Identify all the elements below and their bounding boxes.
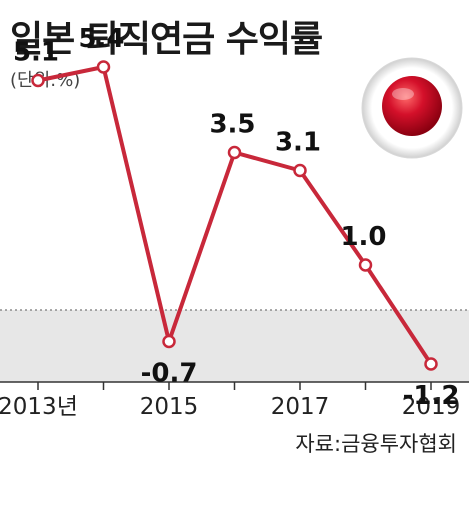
data-point-2018 <box>358 258 373 272</box>
value-label-2015: -0.7 <box>141 359 198 389</box>
x-tick-labels: 2013년 2015 2017 2019 <box>0 394 460 420</box>
data-point-2015 <box>162 334 176 349</box>
data-point-2013 <box>31 73 45 88</box>
source-note: 자료:금융투자협회 <box>295 432 457 456</box>
value-label-2013: 5.1 <box>13 38 59 68</box>
data-point-2014 <box>96 60 111 74</box>
data-point-2017 <box>293 163 307 178</box>
x-tick-label-2013: 2013년 <box>0 394 78 420</box>
chart-title: 일본 퇴직연금 수익률 <box>10 19 323 60</box>
x-tick-label-2019: 2019 <box>402 394 461 420</box>
value-label-2019: -1.2 <box>403 381 460 411</box>
data-point-2019 <box>424 357 438 371</box>
data-points <box>31 60 438 371</box>
value-labels: 5.1 5.4 -0.7 3.5 3.1 1.0 -1.2 <box>13 24 459 411</box>
value-label-2014: 5.4 <box>78 24 124 54</box>
negative-region <box>0 310 469 382</box>
x-tick-label-2015: 2015 <box>140 394 199 420</box>
value-label-2016: 3.5 <box>209 110 255 140</box>
value-label-2017: 3.1 <box>275 128 321 158</box>
data-point-2016 <box>227 145 242 160</box>
value-label-2018: 1.0 <box>340 222 386 252</box>
x-ticks <box>37 382 432 390</box>
x-tick-label-2017: 2017 <box>271 394 330 420</box>
japan-flag-icon <box>361 57 463 159</box>
